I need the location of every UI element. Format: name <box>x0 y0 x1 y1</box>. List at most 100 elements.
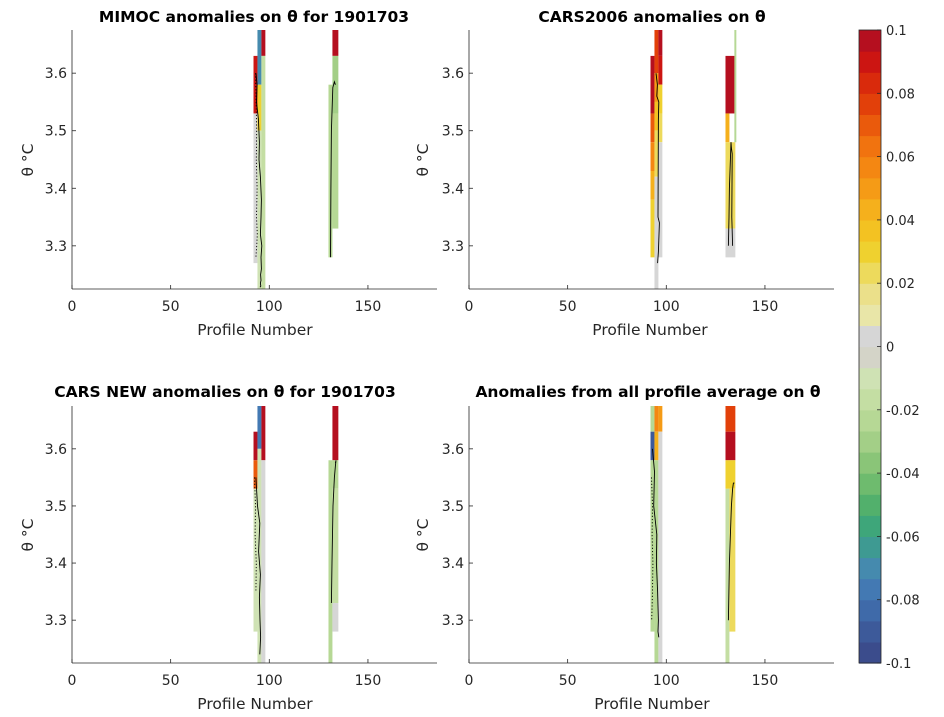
heatmap-cell <box>650 431 655 461</box>
heatmap-cell <box>328 460 333 663</box>
heatmap-cells <box>253 30 339 289</box>
contour-lines <box>655 73 734 264</box>
x-tick-label: 50 <box>559 299 577 315</box>
x-axis-label: Profile Number <box>592 321 708 339</box>
x-tick-label: 0 <box>68 673 77 689</box>
y-tick-label: 3.3 <box>45 613 67 629</box>
heatmap-cells <box>650 30 737 289</box>
colorbar-tick-label: 0.06 <box>886 151 915 166</box>
heatmap-cell <box>257 84 262 131</box>
heatmap-cell <box>654 431 659 461</box>
heatmap-cell <box>654 406 659 432</box>
heatmap-cell <box>654 73 659 102</box>
heatmap-cell <box>654 176 659 289</box>
colorbar-segment <box>859 241 881 263</box>
heatmap-cell <box>658 142 663 258</box>
colorbar-tick-label: 0.04 <box>886 214 915 229</box>
heatmap-cell <box>725 488 730 663</box>
y-axis-label: θ °C <box>19 519 37 552</box>
contour-lines <box>254 460 337 655</box>
y-axis-label: θ °C <box>414 519 432 552</box>
x-tick-label: 100 <box>653 673 680 689</box>
heatmap-cell <box>253 431 258 461</box>
heatmap-cell <box>650 460 655 632</box>
heatmap-cells <box>253 406 339 663</box>
colorbar-segment <box>859 367 881 390</box>
heatmap-cell <box>654 30 659 74</box>
colorbar-segment <box>859 325 881 348</box>
colorbar-tick-label: -0.06 <box>886 530 920 545</box>
x-tick-label: 100 <box>256 299 283 315</box>
y-tick-label: 3.5 <box>442 124 464 140</box>
heatmap-cell <box>328 84 333 258</box>
y-axis-label: θ °C <box>19 144 37 177</box>
panel-title: Anomalies from all profile average on θ <box>475 383 820 401</box>
colorbar-segment <box>859 346 881 369</box>
heatmap-cell <box>658 55 663 85</box>
panel-mimoc: MIMOC anomalies on θ for 1901703 Profile… <box>19 8 437 339</box>
x-tick-label: 150 <box>752 299 779 315</box>
plot-area <box>650 406 736 663</box>
colorbar-segment <box>859 262 881 284</box>
heatmap-cell <box>332 406 339 461</box>
colorbar-segment <box>859 304 881 326</box>
y-tick-label: 3.5 <box>45 499 67 515</box>
y-tick-label: 3.6 <box>45 66 67 82</box>
colorbar-segment <box>859 430 881 453</box>
y-tick-label: 3.4 <box>442 181 464 197</box>
y-tick-label: 3.3 <box>45 239 67 255</box>
heatmap-cell <box>650 199 655 258</box>
colorbar-tick-label: 0.02 <box>886 277 915 292</box>
y-tick-label: 3.4 <box>442 556 464 572</box>
colorbar-tick-label: 0.1 <box>886 24 907 39</box>
colorbar-segment <box>859 557 881 580</box>
y-tick-label: 3.6 <box>442 442 464 458</box>
heatmap-cell <box>253 488 258 632</box>
heatmap-cell <box>253 55 258 114</box>
colorbar-segment <box>859 198 881 221</box>
y-tick-label: 3.4 <box>45 181 67 197</box>
profile-line <box>727 482 735 621</box>
x-tick-label: 150 <box>355 673 382 689</box>
plot-area <box>253 406 339 663</box>
colorbar: 0.1 0.08 0.06 0.04 0.02 0 -0.02 -0.04 -0.06 -0.08… <box>858 24 920 672</box>
heatmap-cell <box>257 406 262 449</box>
x-tick-label: 50 <box>162 673 180 689</box>
x-tick-label: 150 <box>355 299 382 315</box>
panel-all-profile-average: Anomalies from all profile average on θ … <box>414 383 834 713</box>
heatmap-cell <box>725 460 736 489</box>
profile-line <box>255 477 262 655</box>
heatmap-cell <box>725 406 736 432</box>
heatmap-cell <box>332 488 339 604</box>
x-tick-label: 50 <box>162 299 180 315</box>
heatmap-cell <box>332 30 339 56</box>
heatmap-cell <box>658 431 663 663</box>
heatmap-cell <box>729 488 736 632</box>
x-tick-label: 150 <box>752 673 779 689</box>
x-axis-label: Profile Number <box>594 695 710 713</box>
heatmap-cell <box>332 460 339 489</box>
heatmap-cell <box>654 130 659 177</box>
profile-line-dotted <box>651 477 654 621</box>
heatmap-cell <box>725 55 736 114</box>
heatmap-cell <box>725 431 736 461</box>
x-tick-label: 100 <box>256 673 283 689</box>
y-tick-label: 3.5 <box>442 499 464 515</box>
panel-title: MIMOC anomalies on θ for 1901703 <box>99 8 409 26</box>
x-tick-label: 0 <box>68 299 77 315</box>
heatmap-cell <box>650 142 655 172</box>
heatmap-cell <box>257 30 262 85</box>
heatmap-cell <box>658 30 663 56</box>
heatmap-cell <box>725 142 736 229</box>
heatmap-cell <box>253 113 258 264</box>
profile-line <box>330 80 336 258</box>
colorbar-tick-label: 0 <box>886 341 894 356</box>
y-tick-label: 3.6 <box>45 442 67 458</box>
x-tick-label: 0 <box>465 673 474 689</box>
heatmap-cell <box>654 101 659 131</box>
heatmap-cell <box>257 448 262 663</box>
colorbar-segment <box>859 219 881 242</box>
heatmap-cell <box>261 460 266 663</box>
panel-title: CARS NEW anomalies on θ for 1901703 <box>54 383 395 401</box>
x-tick-label: 100 <box>653 299 680 315</box>
